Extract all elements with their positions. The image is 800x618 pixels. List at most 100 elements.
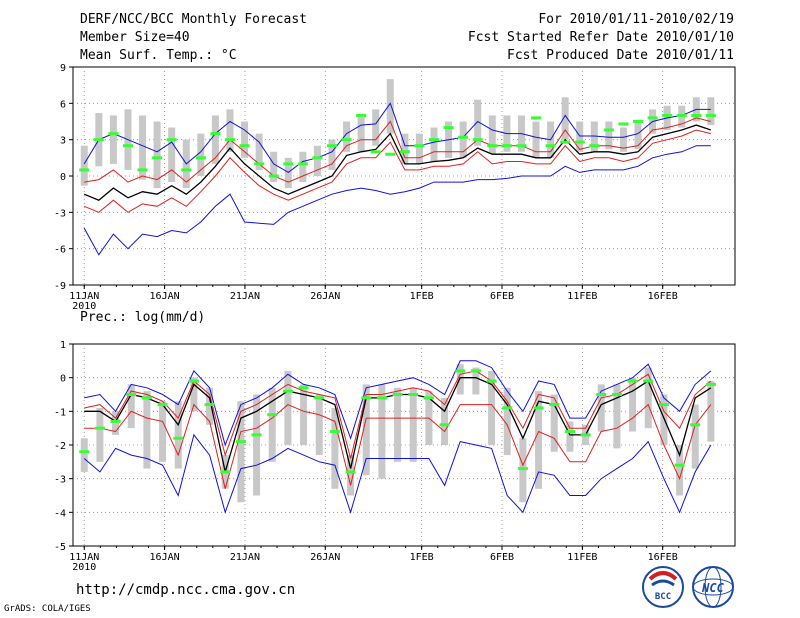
precip-xtick-label: 21JAN [230, 552, 260, 563]
temp-spread-box [211, 115, 219, 164]
precip-spread-box [394, 387, 402, 462]
precip-spread-box [707, 381, 715, 442]
precip-spread-box [80, 438, 88, 472]
temp-spread-box [372, 109, 380, 146]
precip-spread-box [472, 367, 480, 395]
bcc-logo: BCC [642, 566, 684, 608]
precip-ytick-label: -1 [54, 407, 66, 418]
precip-spread-box [456, 364, 464, 395]
ncc-logo-text: NCC [701, 581, 724, 595]
temp-spread-box [255, 133, 263, 170]
temp-spread-box [605, 121, 613, 150]
temp-spread-box [139, 115, 147, 180]
temp-ytick-label: 9 [60, 63, 66, 74]
temp-spread-box [619, 127, 627, 152]
precip-spread-box [315, 394, 323, 456]
temp-ytick-label: 3 [60, 136, 66, 147]
precip-spread-box [378, 384, 386, 479]
precip-xtick-sublabel: 2010 [72, 562, 96, 573]
precip-series-lower [84, 403, 712, 489]
precip-xtick-label: 26JAN [310, 552, 340, 563]
temp-ytick-label: -6 [54, 245, 66, 256]
temp-spread-box [561, 97, 569, 140]
logos: BCC NCC [642, 566, 734, 608]
precip-spread-box [550, 394, 558, 452]
precip-spread-box [613, 384, 621, 449]
header-start-date: Fcst Started Refer Date 2010/01/10 [467, 30, 734, 45]
precip-spread-box [519, 438, 527, 503]
temp-spread-box [590, 121, 598, 152]
header-produced-date: Fcst Produced Date 2010/01/11 [507, 48, 734, 63]
header-forecast-period: For 2010/01/11-2010/02/19 [538, 12, 734, 27]
temp-spread-box [284, 157, 292, 189]
temp-xtick-label: 11JAN [69, 291, 99, 302]
temp-ytick-label: 6 [60, 99, 66, 110]
precip-spread-box [159, 401, 167, 462]
temp-spread-box [357, 115, 365, 152]
temp-spread-box [313, 145, 321, 176]
precip-spread-box [535, 391, 543, 489]
temp-spread-box [415, 133, 423, 164]
temp-xtick-sublabel: 2010 [72, 301, 96, 312]
precip-spread-box [566, 421, 574, 452]
precip-spread-box [676, 445, 684, 496]
precip-spread-box [629, 377, 637, 432]
precip-frame [72, 343, 736, 547]
temp-series-min [83, 145, 711, 256]
temp-spread-box [707, 97, 715, 126]
temp-spread-box [299, 151, 307, 183]
precip-xtick-label: 16FEB [648, 552, 678, 563]
precip-spread-box [331, 407, 339, 489]
temp-spread-box [109, 115, 117, 164]
precip-spread-box [112, 411, 120, 435]
temp-spread-box [80, 145, 88, 186]
precip-series-max [84, 360, 712, 447]
precip-ytick-label: -2 [54, 441, 66, 452]
footer-credit: GrADS: COLA/IGES [4, 604, 91, 614]
precip-xtick-label: 16JAN [150, 552, 180, 563]
header-title: DERF/NCC/BCC Monthly Forecast [80, 12, 307, 27]
header-variable: Mean Surf. Temp.: °C [80, 48, 237, 63]
temp-spread-box [430, 127, 438, 162]
precip-spread-box [691, 404, 699, 469]
precip-ytick-label: -3 [54, 475, 66, 486]
precip-spread-box [644, 367, 652, 429]
precip-ytick-label: -5 [54, 542, 66, 553]
temp-xtick-label: 26JAN [310, 291, 340, 302]
precip-spread-box [253, 394, 261, 496]
temp-spread-box [386, 79, 394, 134]
temp-spread-box [532, 121, 540, 158]
temp-spread-box [226, 109, 234, 152]
temp-xtick-label: 11FEB [567, 291, 597, 302]
precip-spread-box [190, 377, 198, 412]
precip-series-upper [84, 370, 712, 459]
precip-spread-box [362, 384, 370, 476]
precip-xtick-label: 11FEB [567, 552, 597, 563]
temp-series-mean [83, 124, 712, 201]
precip-panel-title: Prec.: log(mm/d) [80, 310, 206, 325]
temp-spread-box [153, 121, 161, 189]
precip-spread-box [268, 387, 276, 462]
temp-series-lower [84, 129, 712, 213]
temp-spread-box [401, 133, 409, 164]
footer-url[interactable]: http://cmdp.ncc.cma.gov.cn [76, 582, 296, 598]
temp-xtick-label: 21JAN [230, 291, 260, 302]
precip-spread-box [127, 384, 135, 429]
precip-spread-box [409, 387, 417, 462]
precip-series-min [83, 433, 712, 514]
temp-spread-box [459, 121, 467, 158]
temp-spread-box [241, 121, 249, 158]
precip-spread-box [441, 397, 449, 445]
temp-xtick-label: 1FEB [410, 291, 434, 302]
precip-xtick-label: 11JAN [69, 552, 99, 563]
bcc-logo-text: BCC [655, 592, 671, 602]
temp-spread-box [634, 121, 642, 150]
precip-spread-box [206, 387, 214, 425]
precip-spread-box [300, 384, 308, 445]
temp-spread-box [328, 139, 336, 170]
temp-series-max [83, 102, 711, 173]
temp-ytick-label: -3 [54, 208, 66, 219]
ncc-logo: NCC [692, 566, 734, 608]
temp-spread-box [197, 133, 205, 176]
